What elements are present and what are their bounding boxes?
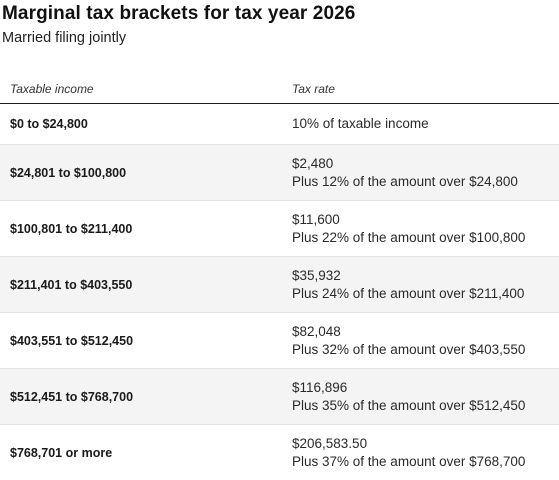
tax-rate-base-amount: $11,600 <box>292 211 340 227</box>
page-title: Marginal tax brackets for tax year 2026 <box>2 3 356 24</box>
tax-rate-cell: $206,583.50 Plus 37% of the amount over … <box>292 435 525 471</box>
tax-rate-cell: $11,600 Plus 22% of the amount over $100… <box>292 211 525 247</box>
tax-rate-marginal-text: Plus 22% of the amount over $100,800 <box>292 229 526 245</box>
taxable-income-cell: $403,551 to $512,450 <box>10 333 134 348</box>
tax-rate-marginal-text: Plus 35% of the amount over $512,450 <box>292 397 526 413</box>
tax-rate-cell: 10% of taxable income <box>292 115 429 133</box>
tax-rate-base-amount: $2,480 <box>292 155 334 171</box>
table-row: $403,551 to $512,450 $82,048 Plus 32% of… <box>0 313 559 369</box>
table-row: $512,451 to $768,700 $116,896 Plus 35% o… <box>0 369 559 425</box>
page-subtitle: Married filing jointly <box>2 30 127 46</box>
table-row: $100,801 to $211,400 $11,600 Plus 22% of… <box>0 201 559 257</box>
tax-rate-marginal-text: Plus 37% of the amount over $768,700 <box>292 453 526 469</box>
taxable-income-cell: $768,701 or more <box>10 445 113 460</box>
tax-rate-cell: $82,048 Plus 32% of the amount over $403… <box>292 323 525 359</box>
table-header-row: Taxable income Tax rate <box>0 72 559 104</box>
column-header-taxable-income: Taxable income <box>10 82 94 96</box>
tax-rate-marginal-text: Plus 12% of the amount over $24,800 <box>292 173 518 189</box>
taxable-income-cell: $512,451 to $768,700 <box>10 389 134 404</box>
table-row: $24,801 to $100,800 $2,480 Plus 12% of t… <box>0 145 559 201</box>
tax-rate-line-1: 10% of taxable income <box>292 116 429 131</box>
tax-rate-marginal-text: Plus 24% of the amount over $211,400 <box>292 285 525 301</box>
table-row: $768,701 or more $206,583.50 Plus 37% of… <box>0 425 559 480</box>
tax-rate-base-amount: $82,048 <box>292 323 341 339</box>
table-row: $211,401 to $403,550 $35,932 Plus 24% of… <box>0 257 559 313</box>
tax-rate-cell: $35,932 Plus 24% of the amount over $211… <box>292 267 524 303</box>
taxable-income-cell: $100,801 to $211,400 <box>10 221 133 236</box>
tax-rate-cell: $2,480 Plus 12% of the amount over $24,8… <box>292 155 518 191</box>
table-row: $0 to $24,800 10% of taxable income <box>0 104 559 145</box>
column-header-tax-rate: Tax rate <box>292 82 335 96</box>
tax-rate-cell: $116,896 Plus 35% of the amount over $51… <box>292 379 525 415</box>
taxable-income-cell: $211,401 to $403,550 <box>10 277 133 292</box>
table-body: $0 to $24,800 10% of taxable income $24,… <box>0 104 559 480</box>
taxable-income-cell: $24,801 to $100,800 <box>10 165 127 180</box>
tax-rate-base-amount: $35,932 <box>292 267 341 283</box>
tax-brackets-table: Taxable income Tax rate $0 to $24,800 10… <box>0 72 559 480</box>
tax-rate-base-amount: $116,896 <box>292 379 348 395</box>
taxable-income-cell: $0 to $24,800 <box>10 117 88 131</box>
tax-rate-marginal-text: Plus 32% of the amount over $403,550 <box>292 341 526 357</box>
tax-rate-base-amount: $206,583.50 <box>292 435 368 451</box>
